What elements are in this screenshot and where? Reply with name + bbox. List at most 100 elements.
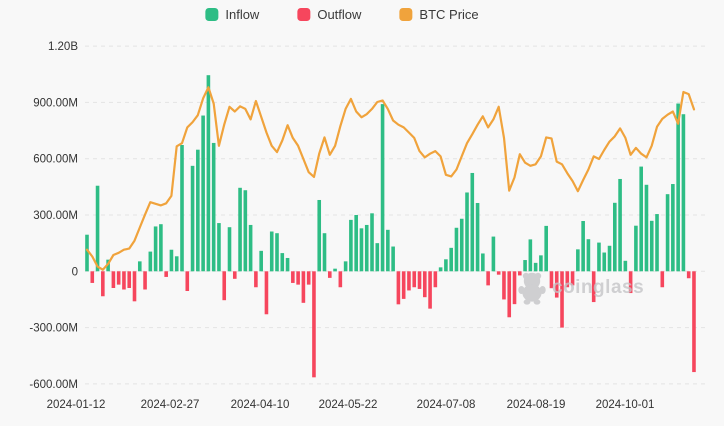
outflow-bar[interactable]: [507, 271, 512, 318]
inflow-bar[interactable]: [95, 185, 100, 272]
inflow-bar[interactable]: [671, 184, 675, 272]
inflow-bar[interactable]: [196, 149, 200, 272]
inflow-bar[interactable]: [586, 239, 591, 272]
outflow-bar[interactable]: [554, 271, 559, 298]
inflow-bar[interactable]: [644, 184, 649, 272]
inflow-bar[interactable]: [206, 75, 211, 272]
inflow-bar[interactable]: [465, 192, 469, 272]
inflow-bar[interactable]: [169, 249, 174, 272]
inflow-bar[interactable]: [370, 213, 374, 272]
inflow-bar[interactable]: [227, 227, 232, 272]
inflow-bar[interactable]: [523, 260, 527, 272]
outflow-bar[interactable]: [628, 271, 633, 294]
inflow-bar[interactable]: [153, 226, 158, 272]
inflow-bar[interactable]: [259, 250, 263, 272]
outflow-bar[interactable]: [417, 271, 422, 289]
inflow-bar[interactable]: [655, 214, 659, 272]
inflow-bar[interactable]: [280, 253, 285, 272]
inflow-bar[interactable]: [454, 227, 459, 272]
inflow-bar[interactable]: [85, 234, 89, 272]
inflow-bar[interactable]: [676, 103, 680, 272]
inflow-bar[interactable]: [607, 245, 612, 272]
inflow-bar[interactable]: [444, 259, 448, 272]
outflow-bar[interactable]: [496, 271, 501, 275]
outflow-bar[interactable]: [101, 271, 105, 297]
inflow-bar[interactable]: [581, 221, 585, 272]
outflow-bar[interactable]: [312, 271, 316, 378]
inflow-bar[interactable]: [148, 251, 153, 272]
inflow-bar[interactable]: [533, 262, 538, 272]
outflow-bar[interactable]: [301, 271, 306, 303]
inflow-bar[interactable]: [285, 257, 290, 272]
inflow-bar[interactable]: [576, 249, 580, 272]
inflow-bar[interactable]: [602, 252, 607, 272]
outflow-bar[interactable]: [232, 271, 237, 279]
outflow-bar[interactable]: [338, 271, 343, 288]
inflow-bar[interactable]: [623, 260, 628, 272]
outflow-bar[interactable]: [254, 271, 258, 288]
outflow-bar[interactable]: [433, 271, 438, 288]
outflow-bar[interactable]: [412, 271, 417, 288]
outflow-bar[interactable]: [306, 271, 311, 285]
inflow-bar[interactable]: [375, 243, 380, 272]
outflow-bar[interactable]: [90, 271, 95, 283]
outflow-bar[interactable]: [164, 271, 168, 277]
inflow-bar[interactable]: [681, 114, 686, 272]
inflow-bar[interactable]: [491, 236, 496, 272]
inflow-bar[interactable]: [238, 187, 242, 272]
outflow-bar[interactable]: [327, 271, 332, 278]
inflow-bar[interactable]: [190, 165, 195, 272]
outflow-bar[interactable]: [143, 271, 147, 290]
inflow-bar[interactable]: [248, 224, 253, 272]
inflow-bar[interactable]: [269, 231, 274, 272]
outflow-bar[interactable]: [396, 271, 401, 305]
outflow-bar[interactable]: [502, 271, 506, 300]
inflow-bar[interactable]: [459, 218, 464, 272]
outflow-bar[interactable]: [116, 271, 121, 285]
inflow-bar[interactable]: [174, 256, 179, 272]
outflow-bar[interactable]: [422, 271, 427, 298]
inflow-bar[interactable]: [475, 202, 480, 272]
outflow-bar[interactable]: [512, 271, 517, 305]
inflow-bar[interactable]: [217, 223, 221, 272]
inflow-bar[interactable]: [380, 104, 385, 272]
inflow-bar[interactable]: [649, 220, 654, 272]
inflow-bar[interactable]: [470, 172, 475, 272]
outflow-bar[interactable]: [291, 271, 295, 283]
outflow-bar[interactable]: [428, 271, 432, 309]
outflow-bar[interactable]: [560, 271, 564, 328]
inflow-bar[interactable]: [618, 178, 622, 272]
inflow-bar[interactable]: [391, 246, 395, 272]
inflow-bar[interactable]: [634, 225, 638, 272]
inflow-bar[interactable]: [597, 242, 601, 272]
inflow-bar[interactable]: [201, 115, 205, 272]
outflow-bar[interactable]: [122, 271, 126, 290]
outflow-bar[interactable]: [222, 271, 227, 301]
inflow-bar[interactable]: [354, 215, 358, 272]
plot-area[interactable]: [85, 30, 707, 390]
inflow-bar[interactable]: [639, 166, 643, 272]
inflow-bar[interactable]: [317, 199, 322, 272]
inflow-bar[interactable]: [159, 224, 163, 272]
inflow-bar[interactable]: [333, 268, 337, 272]
outflow-bar[interactable]: [111, 271, 116, 289]
outflow-bar[interactable]: [264, 271, 269, 315]
outflow-bar[interactable]: [591, 271, 596, 303]
outflow-bar[interactable]: [692, 271, 696, 373]
inflow-bar[interactable]: [322, 233, 327, 272]
inflow-bar[interactable]: [481, 253, 485, 272]
inflow-bar[interactable]: [359, 228, 364, 272]
inflow-bar[interactable]: [539, 255, 543, 272]
outflow-bar[interactable]: [407, 271, 411, 291]
inflow-bar[interactable]: [449, 247, 453, 272]
inflow-bar[interactable]: [349, 219, 353, 272]
legend-item-outflow[interactable]: Outflow: [297, 8, 361, 21]
outflow-bar[interactable]: [486, 271, 490, 286]
inflow-bar[interactable]: [180, 145, 184, 272]
outflow-bar[interactable]: [517, 271, 522, 276]
inflow-bar[interactable]: [343, 261, 348, 272]
inflow-bar[interactable]: [211, 142, 216, 272]
inflow-bar[interactable]: [386, 229, 390, 272]
outflow-bar[interactable]: [132, 271, 137, 302]
inflow-bar[interactable]: [438, 267, 443, 272]
